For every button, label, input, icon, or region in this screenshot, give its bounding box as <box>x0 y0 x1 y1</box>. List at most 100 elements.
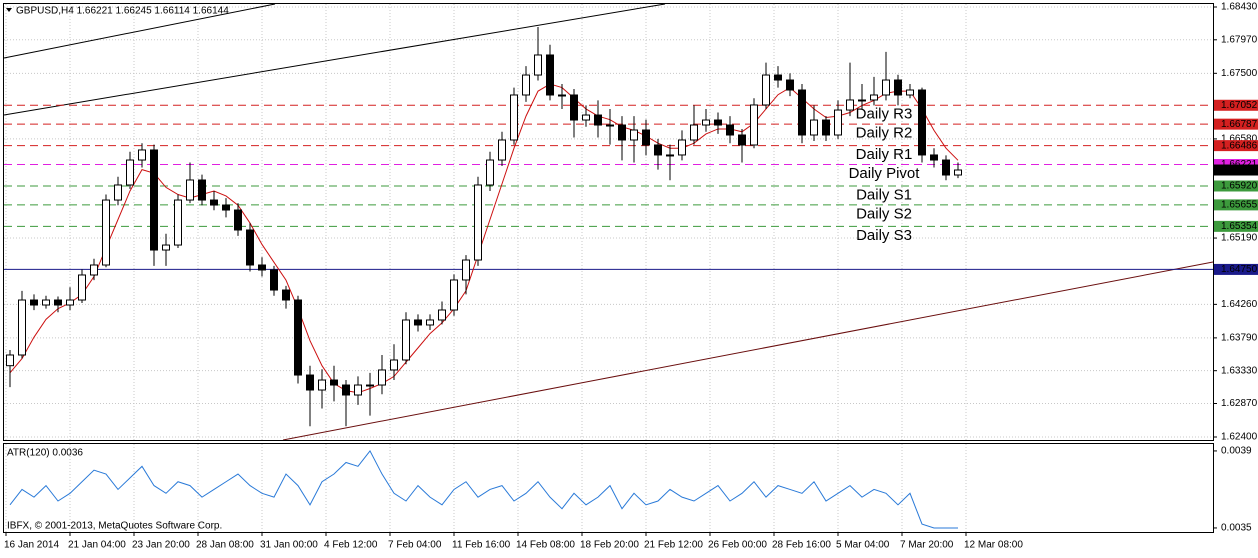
candle-body <box>630 129 638 141</box>
candle-body <box>426 319 434 326</box>
atr-panel-frame <box>3 443 1214 533</box>
candle-body <box>138 149 146 161</box>
candle-body <box>486 159 494 186</box>
candle-body <box>702 119 710 126</box>
atr-title: ATR(120) 0.0036 <box>7 448 83 459</box>
mark-layer <box>6 26 962 529</box>
candle-body <box>822 119 830 136</box>
candle-body <box>150 149 158 251</box>
candle-body <box>210 199 218 206</box>
x-tick-label: 12 Mar 08:00 <box>964 540 1023 551</box>
candle-body <box>78 274 86 301</box>
x-tick-label: 16 Jan 2014 <box>4 540 59 551</box>
y-tick-label: 0.0039 <box>1221 446 1252 457</box>
x-tick-label: 18 Feb 20:00 <box>580 540 639 551</box>
level-price-box <box>1214 199 1258 211</box>
candle-body <box>570 94 578 121</box>
x-tick-label: 14 Feb 08:00 <box>516 540 575 551</box>
candle-body <box>654 144 662 156</box>
candle-body <box>294 299 302 376</box>
x-tick-label: 11 Feb 16:00 <box>452 540 511 551</box>
text-layer: Daily R3 Daily R2 Daily R1 Daily Pivot Daily… <box>849 106 921 244</box>
y-tick-label: 1.62870 <box>1221 398 1258 409</box>
chart-icon <box>6 8 12 12</box>
candle-body <box>66 299 74 306</box>
candle-body <box>90 264 98 276</box>
x-tick-label: 28 Feb 16:00 <box>772 540 831 551</box>
level-price-box <box>1214 220 1258 232</box>
trend-line <box>3 3 276 59</box>
level-price-label: 1.67052 <box>1221 100 1258 111</box>
level-price-label: 1.65655 <box>1221 200 1258 211</box>
level-price-label: 1.65920 <box>1221 181 1258 192</box>
candle-body <box>234 209 242 231</box>
level-price-box <box>1214 180 1258 192</box>
candle-body <box>714 119 722 126</box>
candle-body <box>678 139 686 156</box>
level-name: Daily S2 <box>856 205 912 222</box>
candle-body <box>726 124 734 136</box>
candle-body <box>594 114 602 126</box>
candle-body <box>618 124 626 141</box>
candle-body <box>858 99 866 102</box>
candle-body <box>522 74 530 96</box>
candle-body <box>378 369 386 386</box>
candle-body <box>954 169 962 176</box>
candle-body <box>366 384 374 387</box>
candle-body <box>846 99 854 111</box>
candle-body <box>282 289 290 301</box>
level-name: Daily S3 <box>856 227 912 244</box>
candle-body <box>666 154 674 157</box>
x-tick-label: 4 Feb 12:00 <box>324 540 378 551</box>
level-price-box <box>1214 140 1258 152</box>
level-name: Daily R1 <box>856 146 913 163</box>
candle-body <box>330 379 338 386</box>
x-tick-label: 26 Feb 00:00 <box>708 540 767 551</box>
chart-title: GBPUSD,H4 1.66221 1.66245 1.66114 1.6614… <box>16 6 229 17</box>
candle-body <box>534 54 542 76</box>
candle-body <box>162 244 170 251</box>
level-price-box <box>1214 99 1258 111</box>
y-tick-label: 0.0035 <box>1221 523 1252 534</box>
level-price-label: 1.66144 <box>1221 165 1258 176</box>
candle-body <box>342 384 350 396</box>
atr-line <box>9 450 958 529</box>
candle-body <box>174 199 182 246</box>
candle-body <box>450 279 458 311</box>
level-name: Daily S1 <box>856 186 912 203</box>
candle-body <box>762 74 770 106</box>
candle-body <box>186 179 194 201</box>
level-price-label: 1.66486 <box>1221 140 1258 151</box>
level-price-label: 1.64750 <box>1221 264 1258 275</box>
level-name: Daily Pivot <box>849 165 921 182</box>
candle-body <box>498 139 506 161</box>
candle-body <box>870 94 878 101</box>
candle-body <box>414 319 422 326</box>
candle-body <box>222 204 230 211</box>
y-tick-label: 1.67970 <box>1221 34 1258 45</box>
level-layer <box>4 104 1213 270</box>
candle-body <box>18 299 26 356</box>
level-price-box <box>1214 263 1258 275</box>
y-tick-label: 1.65190 <box>1221 233 1258 244</box>
candle-body <box>438 309 446 321</box>
y-tick-label: 1.66580 <box>1221 134 1258 145</box>
level-price-box <box>1214 164 1258 176</box>
candle-body <box>246 229 254 266</box>
candle-body <box>942 159 950 176</box>
candle-body <box>786 79 794 91</box>
axis-layer: 16 Jan 2014 21 Jan 04:00 23 Jan 20:00 28 Ja… <box>4 2 1258 551</box>
candle-body <box>834 109 842 136</box>
trend-line <box>282 261 1214 441</box>
y-tick-label: 1.62400 <box>1221 432 1258 443</box>
main-panel-frame <box>3 3 1214 441</box>
x-tick-label: 21 Feb 12:00 <box>644 540 703 551</box>
x-tick-label: 7 Mar 20:00 <box>900 540 954 551</box>
candle-body <box>558 94 566 97</box>
candle-body <box>354 384 362 396</box>
candle-body <box>738 134 746 146</box>
candle-body <box>102 199 110 266</box>
